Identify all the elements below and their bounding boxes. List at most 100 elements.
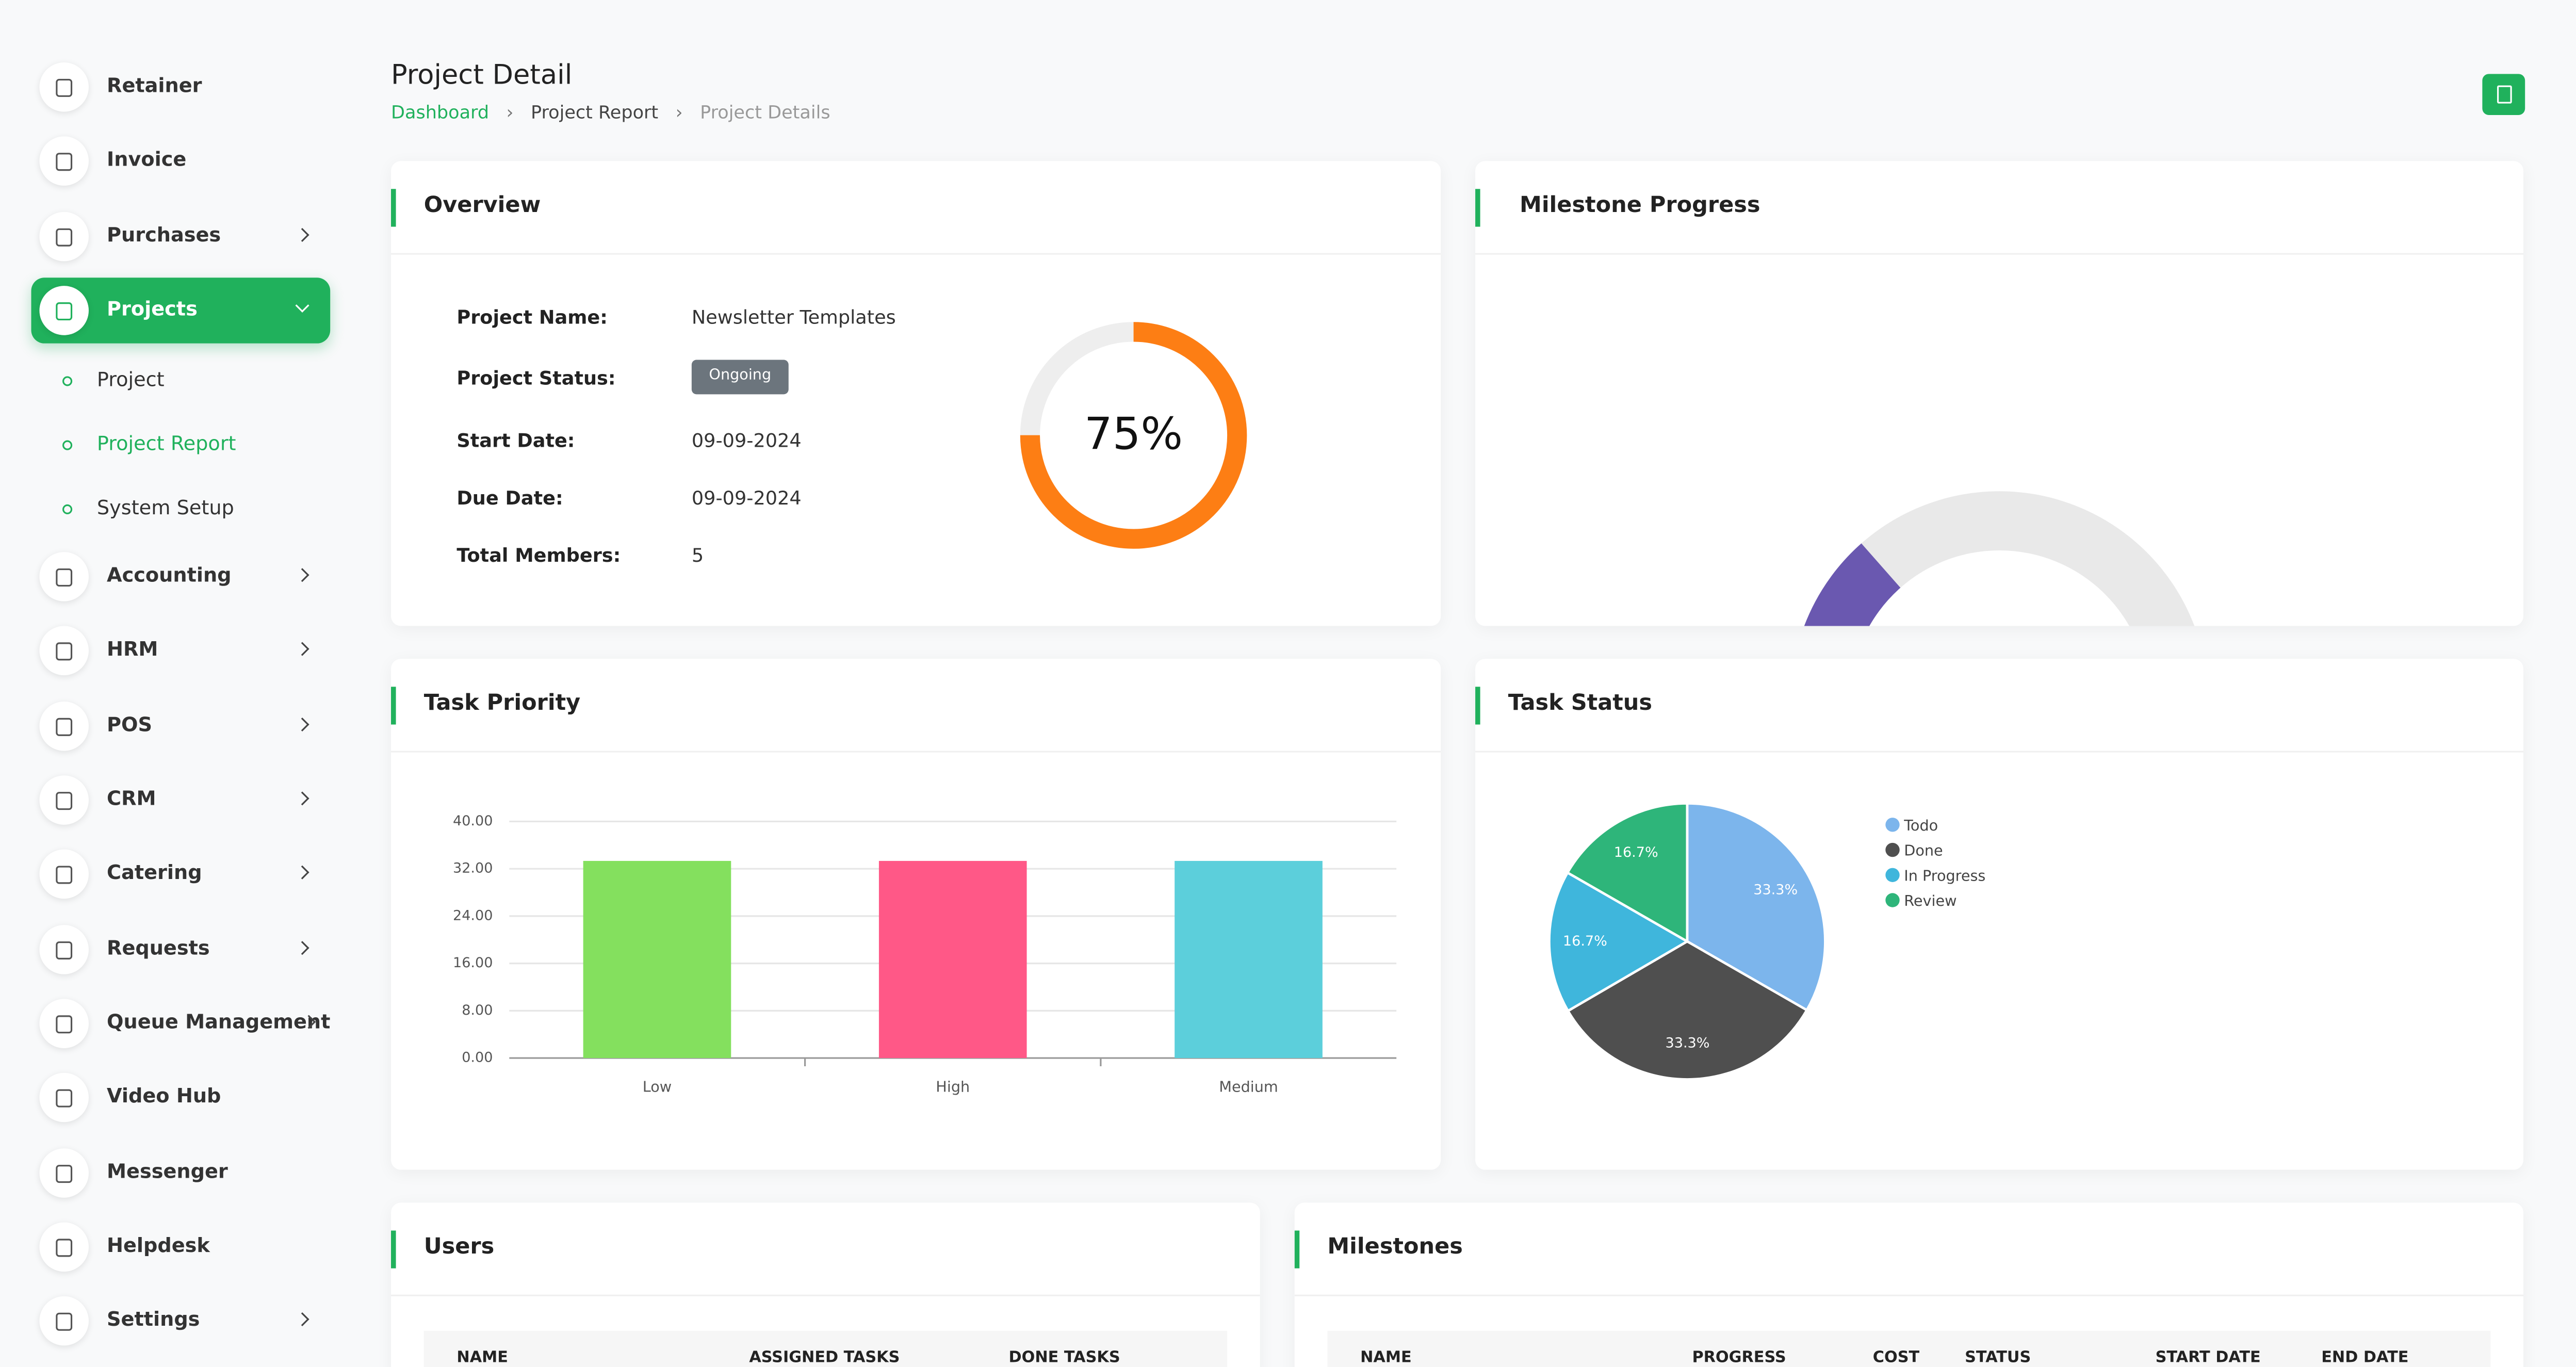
nav-icon — [39, 849, 89, 899]
column-header: COST — [1872, 1348, 1920, 1367]
nav-icon — [39, 999, 89, 1048]
nav-item[interactable]: CRM — [31, 767, 331, 833]
nav-icon — [39, 1296, 89, 1346]
legend-label: Todo — [1903, 817, 1938, 834]
card-title: Milestone Progress — [1520, 192, 1760, 219]
nav-icon — [39, 1072, 89, 1122]
field-value: 09-09-2024 — [691, 486, 802, 510]
nav-label: Invoice — [107, 148, 187, 171]
submenu-label: Project Report — [96, 432, 236, 455]
export-button[interactable] — [2482, 74, 2525, 115]
nav-icon — [39, 211, 89, 262]
nav-label: Video Hub — [107, 1084, 221, 1108]
nav-label: POS — [107, 713, 153, 736]
chevron — [295, 865, 309, 880]
nav-label: Requests — [107, 936, 210, 959]
nav-item[interactable]: Queue Management — [31, 990, 330, 1056]
field-value: 09-09-2024 — [691, 429, 802, 452]
card-title: Task Priority — [423, 690, 581, 717]
y-tick-label: 8.00 — [462, 1002, 493, 1018]
overview-card: Overview Project Name: Newsletter Templa… — [391, 161, 1441, 626]
chevron — [295, 227, 309, 242]
nav-label: Settings — [107, 1308, 200, 1331]
nav-icon — [39, 552, 89, 601]
nav-label: Retainer — [107, 74, 202, 97]
field-label: Due Date: — [456, 486, 563, 510]
x-tick-label: Medium — [1219, 1078, 1278, 1095]
column-header: END DATE — [2321, 1348, 2409, 1367]
x-tick-label: Low — [643, 1078, 672, 1095]
nav-item[interactable]: Retainer — [31, 54, 331, 120]
slice-label: 33.3% — [1666, 1035, 1710, 1051]
legend-label: In Progress — [1904, 867, 1985, 884]
progress-gauge: 27%Progress — [1804, 491, 2195, 626]
gauge-progress — [1804, 543, 1901, 626]
nav-item[interactable]: POS — [31, 693, 331, 759]
legend-marker — [1885, 818, 1900, 832]
field-label: Total Members: — [456, 544, 621, 567]
donut-label: 75% — [1084, 409, 1183, 460]
milestone-progress-card: Milestone Progress 27%Progress — [1475, 161, 2524, 626]
nav-icon — [39, 701, 89, 751]
field-label: Project Name: — [456, 305, 608, 329]
nav-item[interactable]: Messenger — [31, 1140, 331, 1206]
nav-icon — [39, 136, 89, 186]
donut-progress — [1020, 322, 1247, 549]
users-card: Users NAME ASSIGNED TASKS DONE TASKS — [391, 1202, 1260, 1367]
x-tick-label: High — [936, 1078, 970, 1095]
chevron — [295, 298, 309, 313]
nav-label: Helpdesk — [107, 1233, 210, 1257]
y-tick-label: 32.00 — [453, 860, 493, 876]
gauge-track — [1804, 491, 2195, 626]
breadcrumb-current: Project Details — [700, 102, 830, 123]
nav-item[interactable]: Projects — [31, 278, 331, 344]
nav-item[interactable]: Accounting — [31, 544, 331, 609]
breadcrumb-link[interactable]: Dashboard — [391, 102, 490, 123]
nav-icon — [39, 1222, 89, 1272]
pie-slice — [1566, 940, 1809, 1081]
breadcrumb-link[interactable]: Project Report — [531, 102, 659, 123]
card-title: Milestones — [1327, 1233, 1463, 1260]
card-title: Task Status — [1508, 690, 1653, 717]
bar — [1175, 860, 1323, 1059]
card-title: Users — [423, 1233, 495, 1260]
nav-label: Projects — [107, 297, 198, 321]
nav-icon — [39, 925, 89, 974]
column-header: START DATE — [2155, 1348, 2261, 1367]
nav-item[interactable]: Settings — [31, 1288, 331, 1354]
task-priority-card: Task Priority 0.00 8.00 16.00 24.00 32.00 40.… — [391, 659, 1441, 1170]
task-status-card: Task Status 33.3% Todo 33.3% Done 16.7% In Pr… — [1475, 659, 2524, 1170]
field-value: Newsletter Templates — [691, 305, 896, 329]
nav-icon — [39, 626, 89, 675]
legend-marker — [1885, 893, 1900, 907]
nav-icon — [39, 1148, 89, 1198]
nav-item[interactable]: Helpdesk — [31, 1214, 331, 1280]
button-icon — [2497, 85, 2512, 104]
chevron — [295, 642, 309, 656]
column-header: NAME — [1360, 1348, 1412, 1367]
nav-icon — [39, 286, 89, 335]
nav-label: CRM — [107, 787, 156, 810]
field-value: 5 — [691, 544, 704, 567]
nav-item[interactable]: Invoice — [31, 128, 331, 193]
breadcrumb-separator: › — [506, 102, 514, 123]
card-header: Task Priority — [391, 659, 1441, 753]
slice-label: 33.3% — [1753, 882, 1798, 898]
nav-label: Messenger — [107, 1160, 228, 1183]
nav-item[interactable]: Video Hub — [31, 1065, 331, 1130]
table-header: NAME ASSIGNED TASKS DONE TASKS — [423, 1330, 1228, 1367]
nav-label: HRM — [107, 637, 158, 661]
bar — [583, 860, 731, 1059]
nav-item[interactable]: Purchases — [31, 204, 331, 269]
nav-item[interactable]: Requests — [31, 917, 331, 982]
nav-item[interactable]: HRM — [31, 618, 331, 684]
nav-item[interactable]: Catering — [31, 841, 331, 907]
field-label: Start Date: — [456, 429, 575, 452]
card-header: Milestone Progress — [1475, 161, 2524, 255]
legend-marker — [1885, 868, 1900, 882]
bar-chart: 0.00 8.00 16.00 24.00 32.00 40.00 Low High Mediu… — [453, 813, 1397, 1095]
y-tick-label: 0.00 — [462, 1050, 493, 1066]
